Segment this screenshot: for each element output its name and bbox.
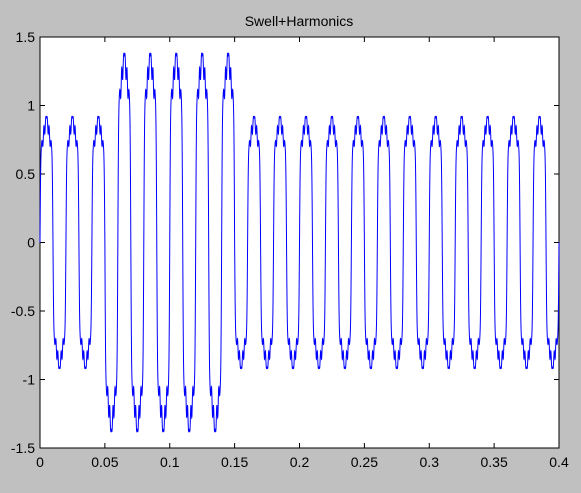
x-axis: 0 0.05 0.1 0.15 0.2 0.25 0.3 0.35 0.4 bbox=[36, 37, 569, 470]
series-line bbox=[39, 52, 560, 433]
y-tick-label: -1.5 bbox=[11, 440, 35, 456]
y-tick-label: 1.5 bbox=[16, 29, 36, 45]
x-tick-label: 0.1 bbox=[160, 454, 180, 470]
chart-title: Swell+Harmonics bbox=[245, 13, 354, 29]
x-tick-label: 0 bbox=[36, 454, 44, 470]
x-tick-label: 0.2 bbox=[290, 454, 310, 470]
y-tick-label: 1 bbox=[27, 98, 35, 114]
y-tick-label: 0.5 bbox=[16, 166, 36, 182]
y-axis: 1.5 1 0.5 0 -0.5 -1 -1.5 bbox=[11, 29, 559, 456]
y-tick-label: -0.5 bbox=[11, 303, 35, 319]
x-tick-label: 0.4 bbox=[549, 454, 569, 470]
x-tick-label: 0.3 bbox=[420, 454, 440, 470]
y-tick-label: 0 bbox=[27, 235, 35, 251]
y-tick-label: -1 bbox=[23, 372, 36, 388]
x-tick-label: 0.05 bbox=[91, 454, 118, 470]
x-tick-label: 0.35 bbox=[481, 454, 508, 470]
x-tick-label: 0.25 bbox=[351, 454, 378, 470]
x-tick-label: 0.15 bbox=[221, 454, 248, 470]
